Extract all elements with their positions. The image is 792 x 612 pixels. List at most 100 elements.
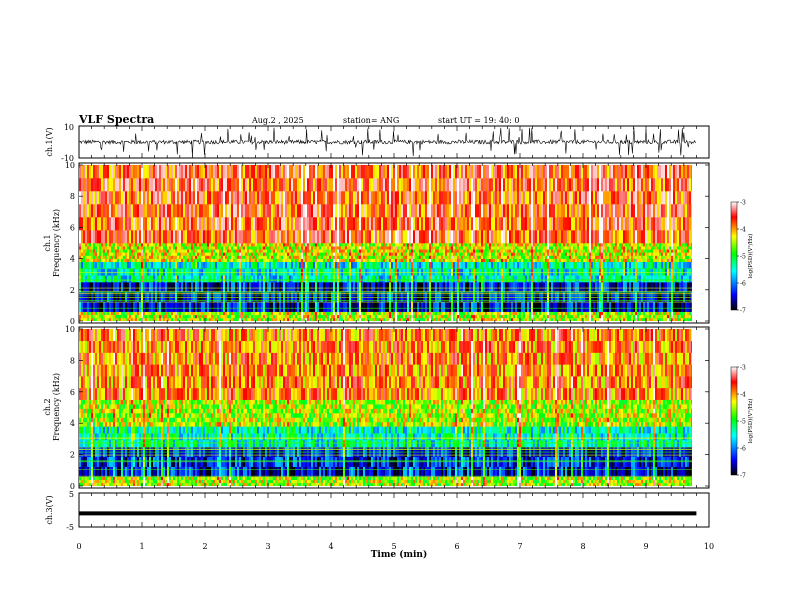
ch1-spectrogram-cell xyxy=(525,178,528,192)
ch1-spectrogram-cell xyxy=(81,282,84,293)
ch1-spectrogram-cell xyxy=(293,314,296,319)
ch1-spectrogram-cell xyxy=(521,311,524,316)
ch1-spectrogram-cell xyxy=(467,165,470,179)
ch1-spectrogram-cell xyxy=(399,311,402,316)
ch1-spectrogram-cell xyxy=(361,314,364,319)
ch1-spectrogram-cell xyxy=(133,204,136,218)
ch1-spectrogram-cell xyxy=(225,275,228,283)
ch1-spectrogram-cell xyxy=(125,243,128,247)
ch1-spectrogram-cell xyxy=(509,243,512,247)
ch1-spectrogram-cell xyxy=(107,191,110,205)
ch1-spectrogram-cell xyxy=(333,301,336,312)
ch1-spectrogram-cell xyxy=(325,282,328,293)
ch1-spectrogram-cell xyxy=(383,275,386,283)
ch1-spectrogram-cell xyxy=(477,311,480,316)
ch1-spectrogram-cell xyxy=(151,230,154,244)
ch1-spectrogram-cell xyxy=(449,217,452,231)
ch1-spectrogram-cell xyxy=(211,311,214,316)
ch1-spectrogram-cell xyxy=(331,268,334,276)
ch1-spectrogram-cell xyxy=(401,317,404,321)
ch1-spectrogram-cell xyxy=(103,165,106,179)
ch1-spectrogram-cell xyxy=(413,252,416,256)
ch1-spectrogram-cell xyxy=(253,204,256,218)
ch1-spectrogram-cell xyxy=(249,230,252,244)
ch1-spectrogram-cell xyxy=(429,268,432,276)
ch1-spectrogram-cell xyxy=(429,282,432,293)
ch1-spectrogram-cell xyxy=(235,291,238,303)
ch1-spectrogram-cell xyxy=(393,191,396,205)
ch1-spectrogram-cell xyxy=(381,301,384,312)
ch1-spectrogram-cell xyxy=(175,317,178,321)
ch1-spectrogram-cell xyxy=(279,311,282,316)
ch1-spectrogram-cell xyxy=(543,165,546,179)
ch1-spectrogram-cell xyxy=(173,252,176,256)
ch1-spectrogram-cell xyxy=(279,268,282,276)
ch1-spectrogram-cell xyxy=(183,268,186,276)
ch1-spectrogram-cell xyxy=(341,314,344,319)
ch1-spectrogram-cell xyxy=(533,252,536,256)
ch1-spectrogram-cell xyxy=(373,246,376,250)
ch1-spectrogram-cell xyxy=(147,178,150,192)
ch1-spectrogram-cell xyxy=(267,243,270,247)
ch1-spectrogram-cell xyxy=(523,165,526,179)
ch1-spectrogram-cell xyxy=(355,261,358,269)
ch1-spectrogram-cell xyxy=(293,230,296,244)
ch1-spectrogram-cell xyxy=(167,255,170,259)
ch1-spectrogram-cell xyxy=(259,311,262,316)
ch1-spectrogram-cell xyxy=(167,246,170,250)
ch1-spectrogram-cell xyxy=(471,178,474,192)
ch1-spectrogram-cell xyxy=(259,291,262,303)
ch1-spectrogram-cell xyxy=(505,282,508,293)
ch1-spectrogram-cell xyxy=(245,282,248,293)
ch1-spectrogram-cell xyxy=(383,291,386,303)
ch1-spectrogram-cell xyxy=(281,191,284,205)
ch1-spectrogram-cell xyxy=(255,249,258,253)
ch1-spectrogram-cell xyxy=(317,317,320,321)
ch1-spectrogram-cell xyxy=(403,165,406,179)
ch1-spectrogram-cell xyxy=(505,165,508,179)
ch1-spectrogram-cell xyxy=(147,317,150,321)
ch1-spectrogram-cell xyxy=(487,282,490,293)
ch1-spectrogram-cell xyxy=(217,230,220,244)
ch1-spectrogram-cell xyxy=(437,268,440,276)
ch1-spectrogram-cell xyxy=(507,301,510,312)
ch1-spectrogram-cell xyxy=(417,178,420,192)
ch1-spectrogram-cell xyxy=(291,261,294,269)
ch1-spectrogram-cell xyxy=(543,268,546,276)
ch1-spectrogram-cell xyxy=(281,291,284,303)
ch1-spectrogram-cell xyxy=(459,191,462,205)
ch1-spectrogram-cell xyxy=(279,230,282,244)
ch1-spectrogram-cell xyxy=(163,178,166,192)
ch1-spectrogram-cell xyxy=(99,291,102,303)
ch1-spectrogram-cell xyxy=(423,258,426,263)
ch1-spectrogram-cell xyxy=(223,311,226,316)
ch1-spectrogram-cell xyxy=(173,178,176,192)
ch1-spectrogram-cell xyxy=(419,178,422,192)
ch1-spectrogram-cell xyxy=(517,252,520,256)
ch1-spectrogram-cell xyxy=(269,252,272,256)
ch1-spectrogram-cell xyxy=(481,217,484,231)
ch1-spectrogram-cell xyxy=(409,249,412,253)
ch1-spectrogram-cell xyxy=(481,258,484,263)
ch1-spectrogram-cell xyxy=(277,301,280,312)
ch1-spectrogram-cell xyxy=(135,249,138,253)
ch1-spectrogram-cell xyxy=(499,282,502,293)
ch1-spectrogram-cell xyxy=(321,261,324,269)
ch1-spectrogram-cell xyxy=(163,252,166,256)
ch1-spectrogram-cell xyxy=(377,255,380,259)
ch1-spectrogram-cell xyxy=(213,243,216,247)
ch1-spectrogram-cell xyxy=(527,282,530,293)
ch1-spectrogram-cell xyxy=(307,317,310,321)
ch1-spectrogram-cell xyxy=(189,217,192,231)
ch1-spectrogram-cell xyxy=(167,165,170,179)
ch1-spectrogram-cell xyxy=(495,204,498,218)
ch1-spectrogram-cell xyxy=(135,165,138,179)
ch1-spectrogram-cell xyxy=(471,275,474,283)
ch1-spectrogram-cell xyxy=(321,178,324,192)
ch1-spectrogram-cell xyxy=(121,314,124,319)
ch1-spectrogram-cell xyxy=(381,178,384,192)
ch1-spectrogram-cell xyxy=(455,311,458,316)
ch1-spectrogram-cell xyxy=(125,291,128,303)
ch1-spectrogram-cell xyxy=(533,291,536,303)
ch1-spectrogram-cell xyxy=(135,252,138,256)
